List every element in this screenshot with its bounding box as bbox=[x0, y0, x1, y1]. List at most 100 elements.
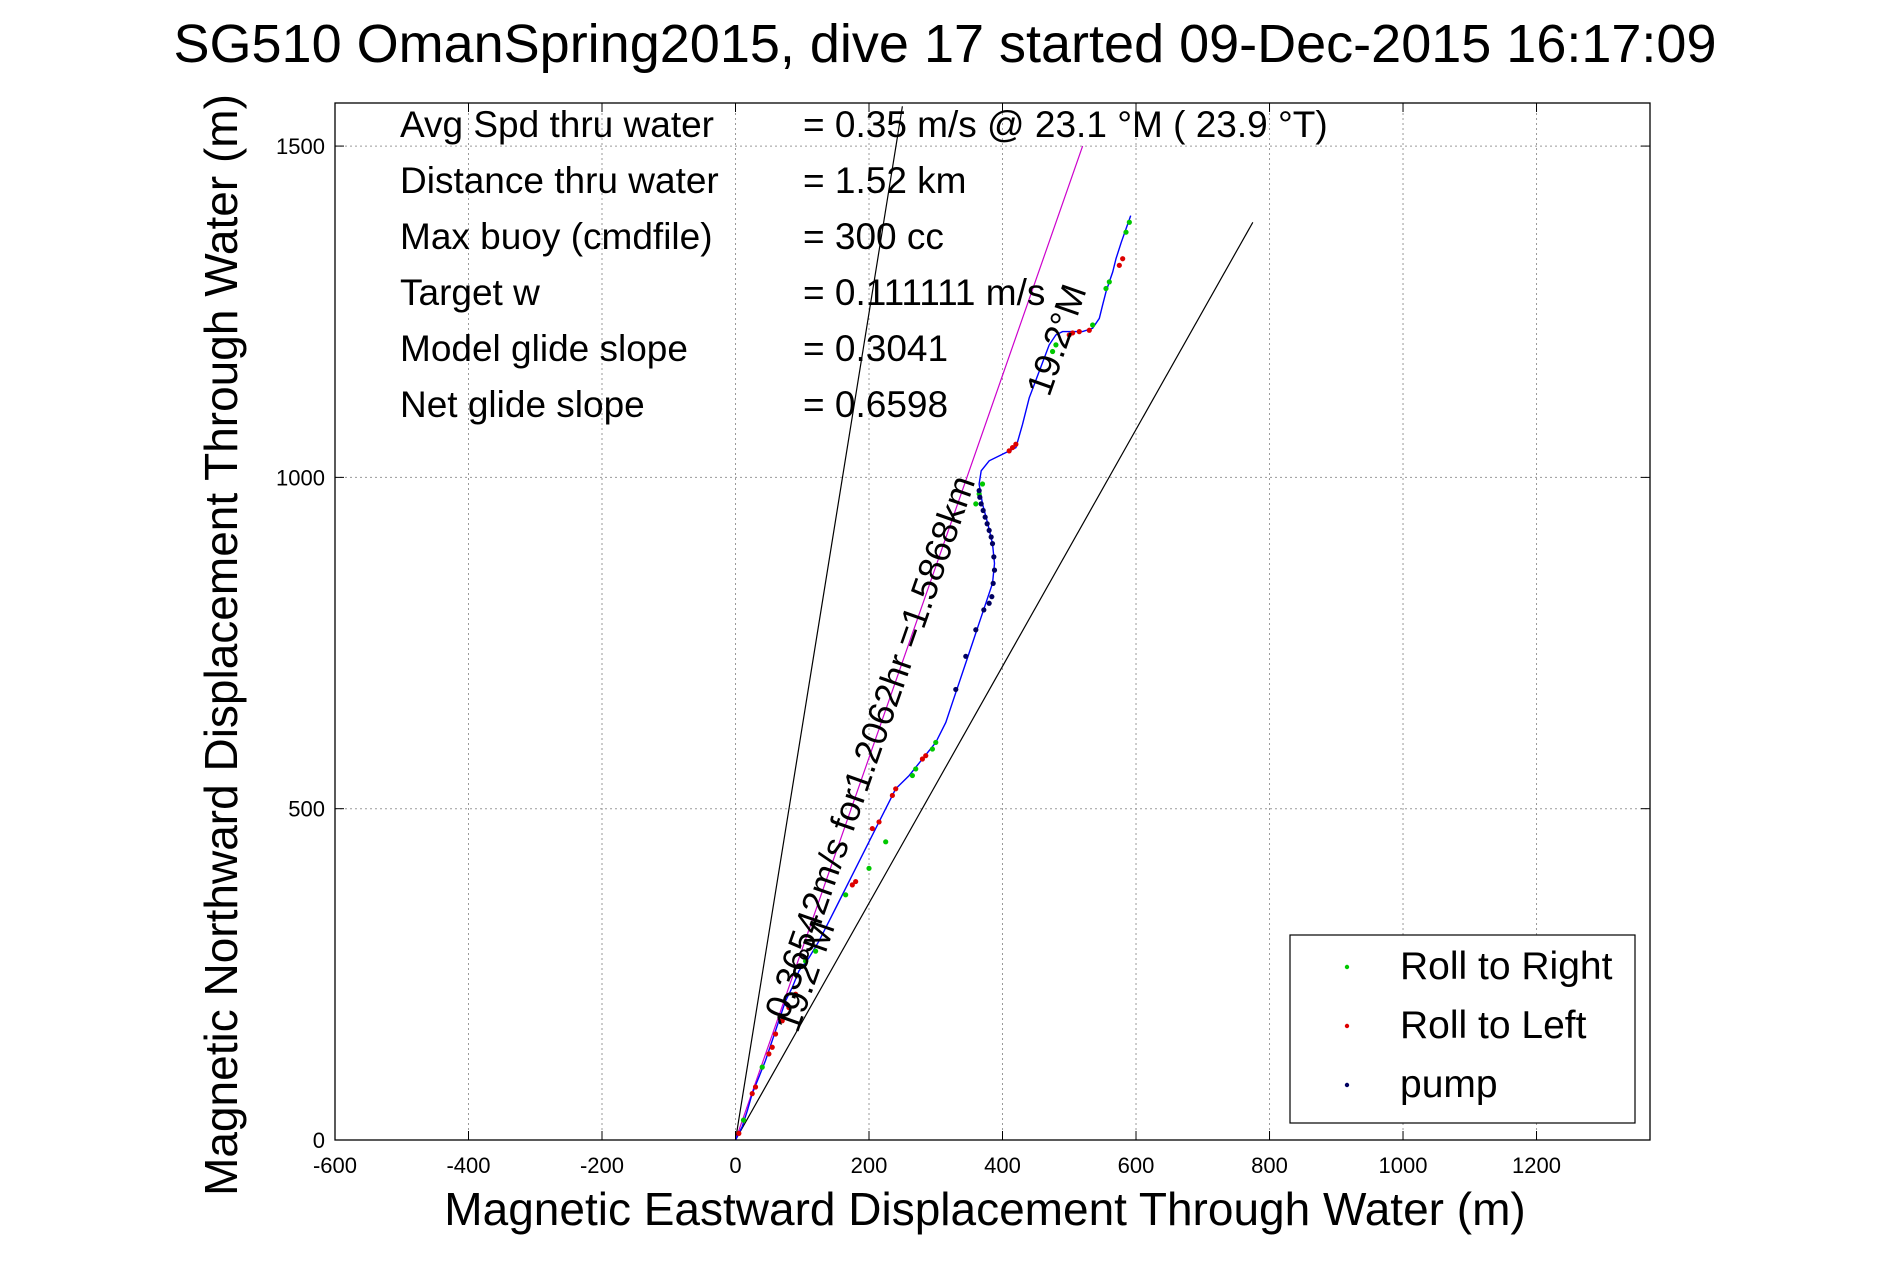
point-roll-to-left bbox=[769, 1044, 775, 1050]
track-line bbox=[734, 215, 1132, 1141]
info-value: = 0.3041 bbox=[803, 328, 948, 369]
info-label: Max buoy (cmdfile) bbox=[400, 216, 713, 257]
point-pump bbox=[989, 541, 996, 547]
point-pump bbox=[980, 507, 986, 514]
x-tick-label: -200 bbox=[580, 1153, 624, 1178]
reference-lines bbox=[734, 106, 1254, 1141]
point-pump bbox=[963, 653, 969, 659]
info-value: = 0.111111 m/s bbox=[803, 272, 1045, 313]
plot-frame bbox=[334, 102, 1651, 1141]
info-label: Distance thru water bbox=[400, 160, 719, 201]
point-roll-to-left bbox=[893, 786, 899, 792]
info-value: = 0.6598 bbox=[803, 384, 948, 425]
legend: Roll to Right Roll to Left pump bbox=[1289, 934, 1636, 1124]
point-roll-to-left bbox=[1086, 327, 1092, 333]
point-pump bbox=[981, 607, 987, 613]
reference-line bbox=[734, 145, 1084, 1141]
point-roll-to-right bbox=[1106, 279, 1112, 285]
point-roll-to-left bbox=[1120, 256, 1126, 262]
point-roll-to-left bbox=[779, 1018, 785, 1024]
point-pump bbox=[978, 501, 984, 507]
y-tick-label: 500 bbox=[288, 797, 325, 822]
point-pump bbox=[976, 488, 982, 494]
info-value: = 300 cc bbox=[803, 216, 944, 257]
y-tick-label: 1500 bbox=[276, 134, 325, 159]
legend-marker bbox=[1344, 964, 1350, 970]
reference-line bbox=[734, 106, 903, 1141]
point-roll-to-left bbox=[1009, 444, 1016, 451]
x-tick-label: 400 bbox=[984, 1153, 1021, 1178]
point-roll-to-right bbox=[979, 481, 986, 487]
info-label: Model glide slope bbox=[400, 328, 688, 369]
x-tick-label: -600 bbox=[313, 1153, 357, 1178]
point-roll-to-left bbox=[876, 819, 882, 825]
point-roll-to-left bbox=[1076, 329, 1082, 335]
point-roll-to-right bbox=[933, 739, 939, 746]
point-roll-to-left bbox=[749, 1091, 755, 1097]
y-axis-label: Magnetic Northward Displacement Through … bbox=[195, 94, 247, 1196]
legend-marker bbox=[1344, 1082, 1350, 1088]
point-roll-to-left bbox=[766, 1051, 772, 1057]
point-roll-to-right bbox=[1049, 348, 1056, 355]
point-pump bbox=[991, 567, 998, 573]
point-roll-to-right bbox=[813, 948, 819, 954]
point-roll-to-left bbox=[736, 1130, 742, 1136]
x-tick-label: 200 bbox=[851, 1153, 888, 1178]
point-roll-to-right bbox=[759, 1064, 765, 1070]
point-roll-to-right bbox=[866, 865, 872, 871]
point-roll-to-right bbox=[1126, 219, 1132, 225]
point-roll-to-right bbox=[973, 501, 979, 507]
y-tick-label: 0 bbox=[313, 1128, 325, 1153]
point-roll-to-right bbox=[1103, 285, 1109, 292]
y-tick-label: 1000 bbox=[276, 465, 325, 490]
point-roll-to-right bbox=[883, 839, 889, 845]
point-roll-to-left bbox=[869, 825, 875, 832]
info-value: = 1.52 km bbox=[803, 160, 967, 201]
point-roll-to-left bbox=[889, 792, 895, 799]
point-pump bbox=[984, 521, 990, 527]
legend-entry: pump bbox=[1400, 1063, 1498, 1106]
legend-marker bbox=[1344, 1023, 1350, 1029]
point-roll-to-left bbox=[792, 991, 799, 997]
point-roll-to-left bbox=[1013, 441, 1019, 447]
point-pump bbox=[986, 527, 992, 533]
data-points bbox=[736, 219, 1132, 1136]
point-pump bbox=[990, 580, 996, 586]
x-tick-label: 0 bbox=[729, 1153, 741, 1178]
info-label: Net glide slope bbox=[400, 384, 645, 425]
point-roll-to-left bbox=[853, 878, 859, 885]
point-pump bbox=[988, 534, 994, 540]
point-pump bbox=[982, 514, 988, 520]
x-axis-label: Magnetic Eastward Displacement Through W… bbox=[444, 1183, 1525, 1235]
point-roll-to-left bbox=[1070, 330, 1076, 336]
point-roll-to-right bbox=[1123, 229, 1129, 235]
point-roll-to-left bbox=[849, 882, 855, 888]
point-roll-to-left bbox=[1116, 262, 1122, 268]
point-pump bbox=[991, 554, 997, 560]
point-pump bbox=[973, 627, 979, 633]
axis-ticks: -600 -400 -200 0 200 400 600 800 1000 1200 0 500 100… bbox=[276, 103, 1650, 1178]
point-roll-to-right bbox=[740, 1117, 747, 1123]
x-tick-label: 1000 bbox=[1379, 1153, 1428, 1178]
point-pump bbox=[977, 494, 983, 500]
point-roll-to-right bbox=[1053, 342, 1059, 348]
reference-line bbox=[734, 221, 1254, 1141]
point-roll-to-left bbox=[772, 1031, 779, 1037]
info-panel: Avg Spd thru water = 0.35 m/s @ 23.1 °M (… bbox=[400, 104, 1328, 425]
point-roll-to-right bbox=[909, 772, 915, 779]
info-label: Avg Spd thru water bbox=[400, 104, 714, 145]
x-tick-label: -400 bbox=[446, 1153, 490, 1178]
point-roll-to-right bbox=[1090, 322, 1096, 328]
point-pump bbox=[986, 600, 992, 606]
legend-entry: Roll to Right bbox=[1400, 945, 1613, 988]
point-roll-to-right bbox=[843, 892, 849, 898]
point-pump bbox=[953, 686, 959, 693]
point-roll-to-right bbox=[929, 746, 936, 752]
legend-entry: Roll to Left bbox=[1400, 1004, 1587, 1047]
point-roll-to-left bbox=[1006, 448, 1012, 454]
info-value: = 0.35 m/s @ 23.1 °M ( 23.9 °T) bbox=[803, 104, 1328, 145]
point-roll-to-left bbox=[923, 753, 929, 759]
point-roll-to-right bbox=[802, 958, 809, 964]
point-roll-to-left bbox=[786, 1004, 792, 1011]
